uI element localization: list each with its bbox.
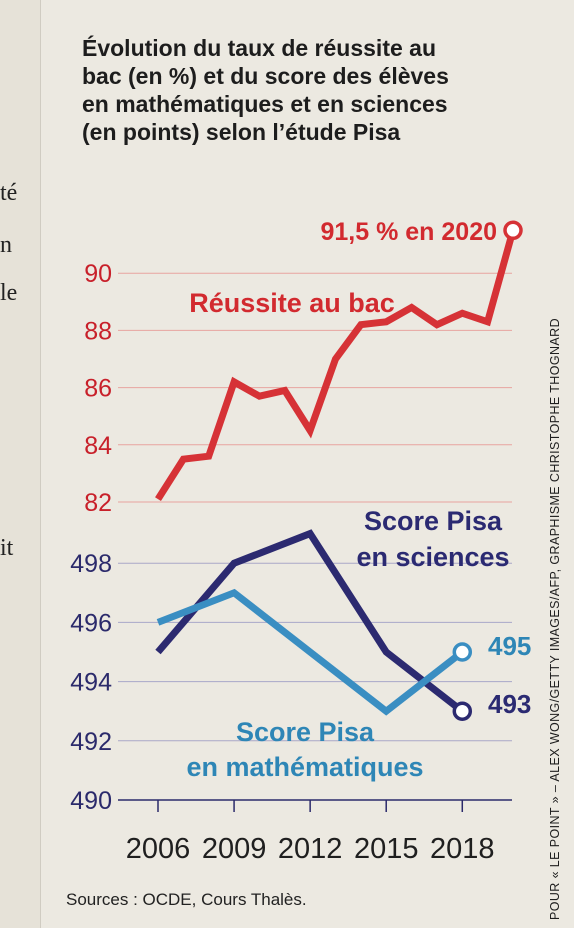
maths-end-label: 495 xyxy=(488,631,531,661)
x-axis: 2006 2009 2012 2015 2018 xyxy=(126,800,495,865)
x-tick-label: 2009 xyxy=(202,833,267,865)
sciences-label-line1: Score Pisa xyxy=(364,506,503,536)
page-fragment: n xyxy=(0,232,12,258)
page-fragment: té xyxy=(0,180,18,206)
bac-tick-label: 82 xyxy=(84,489,112,517)
bac-tick-label: 88 xyxy=(84,317,112,345)
page-fragment: it xyxy=(0,535,14,561)
sciences-end-label: 493 xyxy=(488,689,531,719)
bac-end-label: 91,5 % en 2020 xyxy=(320,218,497,246)
adjacent-page-strip: té n le it xyxy=(0,0,41,928)
bac-tick-label: 86 xyxy=(84,375,112,403)
pisa-tick-label: 490 xyxy=(70,787,112,815)
bac-line xyxy=(155,229,517,501)
maths-label-line1: Score Pisa xyxy=(236,717,375,747)
title-line: en mathématiques et en sciences xyxy=(82,91,448,117)
pisa-tick-label: 492 xyxy=(70,728,112,756)
bac-axis: 82 84 86 88 90 xyxy=(84,260,112,517)
pisa-tick-label: 498 xyxy=(70,550,112,578)
x-tick-label: 2015 xyxy=(354,833,419,865)
maths-line xyxy=(156,588,465,716)
x-tick-label: 2012 xyxy=(278,833,343,865)
photo-credit: POUR « LE POINT » – ALEX WONG/GETTY IMAG… xyxy=(548,318,562,920)
bac-tick-label: 84 xyxy=(84,432,112,460)
sciences-label-line2: en sciences xyxy=(356,542,509,572)
series-lines xyxy=(155,229,517,716)
title-line: (en points) selon l’étude Pisa xyxy=(82,119,401,145)
title-line: Évolution du taux de réussite au xyxy=(82,35,437,61)
page-fragment: le xyxy=(0,280,18,306)
pisa-tick-label: 496 xyxy=(70,609,112,637)
pisa-tick-label: 494 xyxy=(70,669,112,697)
maths-line-end-point xyxy=(452,642,473,662)
pisa-axis: 490 492 494 496 498 xyxy=(70,550,112,815)
chart-title: Évolution du taux de réussite au bac (en… xyxy=(82,34,502,146)
sciences-line-end-point xyxy=(452,701,473,721)
bac-line-end-point xyxy=(503,220,523,241)
title-line: bac (en %) et du score des élèves xyxy=(82,63,449,89)
end-markers xyxy=(452,220,523,721)
sciences-line xyxy=(155,529,465,714)
bac-tick-label: 90 xyxy=(84,260,112,288)
x-tick-label: 2006 xyxy=(126,833,191,865)
bac-series-label: Réussite au bac xyxy=(189,288,395,318)
x-tick-label: 2018 xyxy=(430,833,495,865)
maths-label-line2: en mathématiques xyxy=(186,752,423,782)
sources-note: Sources : OCDE, Cours Thalès. xyxy=(66,890,307,909)
